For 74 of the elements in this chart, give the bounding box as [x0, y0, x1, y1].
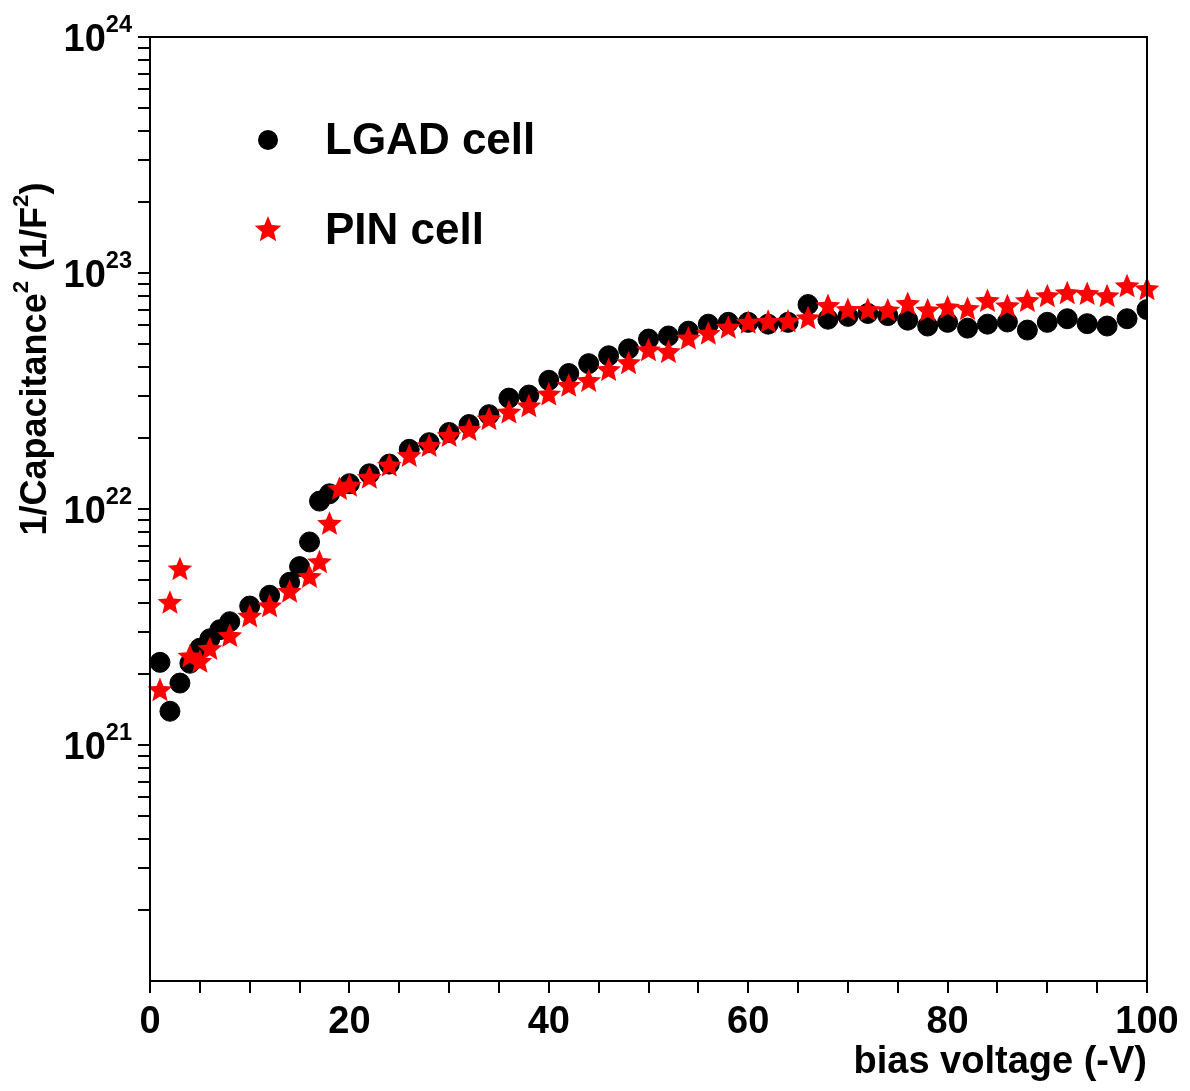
point: [556, 373, 582, 397]
point: [1036, 311, 1058, 333]
point: [915, 298, 941, 322]
point: [598, 345, 620, 367]
point: [169, 672, 191, 694]
point: [695, 321, 721, 345]
point: [217, 623, 243, 648]
point: [396, 443, 422, 467]
point: [636, 337, 661, 362]
point: [795, 305, 821, 330]
point: [596, 357, 621, 382]
point: [616, 350, 641, 375]
point: [578, 353, 600, 375]
point: [1114, 273, 1140, 298]
point: [835, 297, 861, 321]
point: [159, 700, 181, 722]
point: [299, 531, 321, 553]
point: [150, 651, 171, 673]
point: [496, 400, 522, 424]
point: [167, 556, 193, 581]
point: [219, 611, 241, 633]
point: [257, 593, 282, 618]
point: [538, 369, 560, 391]
point: [456, 417, 482, 442]
point: [656, 339, 681, 364]
point: [676, 326, 701, 350]
x-tick-label: 20: [328, 999, 371, 1041]
point: [975, 288, 1000, 313]
point: [917, 315, 939, 337]
y-axis-title: 1/Capacitance2 (1/F2): [8, 182, 54, 536]
x-axis-title: bias voltage (-V): [853, 1039, 1147, 1081]
point: [957, 317, 979, 339]
legend-label: LGAD cell: [325, 114, 536, 164]
point: [995, 293, 1020, 318]
point: [516, 393, 542, 418]
point: [297, 564, 322, 588]
point: [1076, 313, 1098, 335]
point: [897, 309, 919, 331]
point: [996, 311, 1018, 333]
point: [895, 291, 921, 316]
point: [317, 511, 342, 535]
point: [197, 636, 223, 660]
point: [715, 315, 741, 339]
point: [855, 297, 881, 321]
point: [1116, 308, 1138, 330]
point: [618, 338, 640, 360]
point: [476, 406, 502, 431]
point: [307, 549, 332, 574]
x-tick-label: 0: [139, 999, 161, 1041]
point: [1034, 283, 1060, 308]
x-tick-label: 80: [926, 999, 969, 1041]
point: [1015, 288, 1040, 313]
point: [1056, 308, 1078, 330]
point: [1016, 319, 1038, 341]
point: [536, 382, 562, 406]
point: [277, 579, 302, 603]
point: [498, 387, 520, 409]
point: [875, 298, 901, 322]
point: [935, 295, 960, 319]
point: [1094, 283, 1120, 308]
point: [157, 590, 183, 614]
point: [237, 603, 263, 628]
point: [1096, 315, 1118, 337]
point: [815, 293, 841, 318]
point: [976, 313, 998, 335]
legend-label: PIN cell: [325, 204, 484, 254]
x-tick-label: 40: [527, 999, 570, 1041]
point: [576, 368, 602, 392]
x-tick-label: 60: [727, 999, 770, 1041]
point: [955, 296, 980, 321]
x-tick-label: 100: [1115, 999, 1179, 1041]
point: [1054, 280, 1080, 305]
point: [657, 325, 679, 347]
point: [1074, 281, 1100, 306]
